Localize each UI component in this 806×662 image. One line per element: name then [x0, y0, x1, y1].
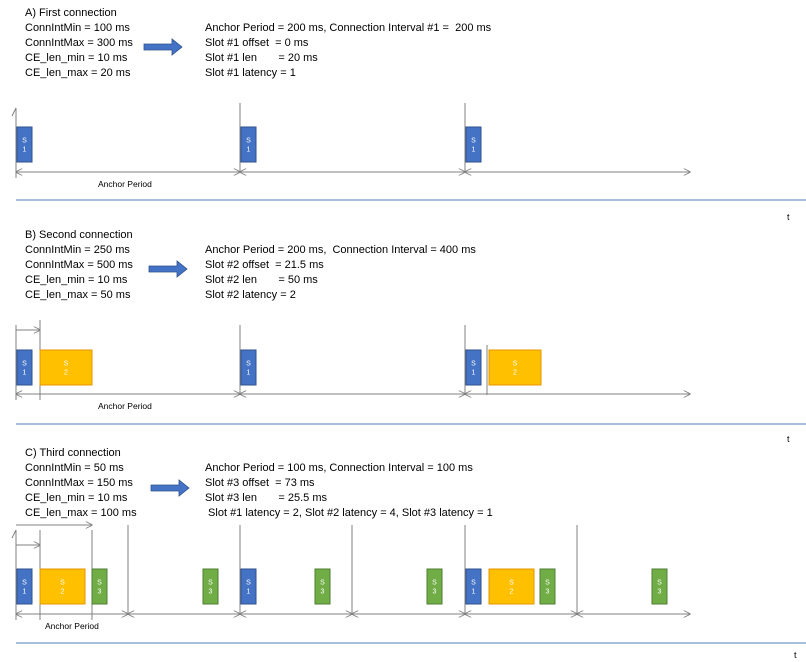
slot-label-number: 3	[658, 589, 662, 596]
slot-s1	[465, 126, 482, 163]
section-a-result: Slot #1 len = 20 ms	[205, 52, 318, 64]
section-b-result: Slot #2 len = 50 ms	[205, 274, 318, 286]
slot-label-letter: S	[60, 580, 65, 587]
section-c-param: CE_len_min = 10 ms	[25, 492, 128, 504]
slot-s3	[426, 568, 443, 605]
slot-s1	[465, 349, 482, 386]
slot-s3	[202, 568, 219, 605]
slot-s1	[240, 568, 257, 605]
slot-label-letter: S	[208, 580, 213, 587]
section-b-result: Slot #2 latency = 2	[205, 289, 296, 301]
slot-label-letter: S	[22, 580, 27, 587]
section-b-param: CE_len_min = 10 ms	[25, 274, 128, 286]
slot-label-letter: S	[22, 361, 27, 368]
slot-s3	[91, 568, 108, 605]
slot-label-number: 2	[510, 589, 514, 596]
slot-label-number: 1	[247, 147, 251, 154]
slot-s2	[39, 568, 86, 605]
section-a-param: CE_len_max = 20 ms	[25, 67, 131, 79]
slot-s3	[314, 568, 331, 605]
slot-label-letter: S	[471, 580, 476, 587]
slot-s3	[539, 568, 556, 605]
slot-s1	[465, 568, 482, 605]
slot-label-number: 1	[472, 370, 476, 377]
section-a-param: ConnIntMin = 100 ms	[25, 22, 130, 34]
slot-s2	[39, 349, 93, 386]
slot-s1	[16, 126, 33, 163]
section-c-anchor-label: Anchor Period	[45, 621, 99, 631]
section-c-param: CE_len_max = 100 ms	[25, 507, 137, 519]
section-b-time-label: t	[787, 434, 790, 444]
slot-label-letter: S	[471, 361, 476, 368]
slot-s1	[16, 349, 33, 386]
section-c-result: Slot #3 offset = 73 ms	[205, 477, 315, 489]
slot-s1	[240, 349, 257, 386]
slot-s1	[240, 126, 257, 163]
slot-label-letter: S	[432, 580, 437, 587]
slot-label-letter: S	[246, 361, 251, 368]
big-right-arrow	[148, 260, 188, 278]
slot-label-letter: S	[246, 580, 251, 587]
slot-label-number: 2	[64, 370, 68, 377]
section-a-time-label: t	[787, 212, 790, 222]
section-c-param: ConnIntMax = 150 ms	[25, 477, 133, 489]
section-c-result: Slot #1 latency = 2, Slot #2 latency = 4…	[205, 507, 493, 519]
timeline-tick-hook	[11, 529, 17, 539]
slot-label-letter: S	[97, 580, 102, 587]
slot-label-letter: S	[509, 580, 514, 587]
slot-label-number: 1	[23, 370, 27, 377]
section-c-param: ConnIntMin = 50 ms	[25, 462, 124, 474]
slot-label-letter: S	[22, 138, 27, 145]
section-a-result: Slot #1 offset = 0 ms	[205, 37, 309, 49]
slot-label-letter: S	[246, 138, 251, 145]
slot-label-number: 1	[247, 370, 251, 377]
slot-label-letter: S	[545, 580, 550, 587]
slot-label-number: 1	[472, 589, 476, 596]
section-a-title: A) First connection	[25, 7, 117, 19]
slot-label-number: 1	[472, 147, 476, 154]
slot-s2	[488, 349, 542, 386]
section-b-result: Anchor Period = 200 ms, Connection Inter…	[205, 244, 476, 256]
slot-s1	[16, 568, 33, 605]
big-right-arrow	[150, 479, 190, 497]
section-b-title: B) Second connection	[25, 229, 133, 241]
section-c-result: Slot #3 len = 25.5 ms	[205, 492, 327, 504]
section-c-time-label: t	[794, 650, 797, 660]
slot-s3	[651, 568, 668, 605]
big-right-arrow	[143, 38, 183, 56]
slot-label-number: 3	[98, 589, 102, 596]
slot-label-number: 3	[546, 589, 550, 596]
slot-s2	[488, 568, 535, 605]
section-b-param: CE_len_max = 50 ms	[25, 289, 131, 301]
slot-label-letter: S	[513, 361, 518, 368]
section-c-title: C) Third connection	[25, 447, 121, 459]
slot-label-letter: S	[64, 361, 69, 368]
section-b-param: ConnIntMax = 500 ms	[25, 259, 133, 271]
slot-label-number: 2	[61, 589, 65, 596]
section-a-result: Slot #1 latency = 1	[205, 67, 296, 79]
slot-label-number: 1	[247, 589, 251, 596]
slot-label-letter: S	[320, 580, 325, 587]
timeline-tick-hook	[11, 107, 17, 117]
section-b-anchor-label: Anchor Period	[98, 401, 152, 411]
section-c-result: Anchor Period = 100 ms, Connection Inter…	[205, 462, 473, 474]
section-b-param: ConnIntMin = 250 ms	[25, 244, 130, 256]
slot-label-number: 1	[23, 147, 27, 154]
slot-label-number: 1	[23, 589, 27, 596]
section-b-result: Slot #2 offset = 21.5 ms	[205, 259, 324, 271]
section-a-anchor-label: Anchor Period	[98, 179, 152, 189]
section-a-param: ConnIntMax = 300 ms	[25, 37, 133, 49]
slot-label-number: 3	[209, 589, 213, 596]
slot-label-letter: S	[657, 580, 662, 587]
slot-label-letter: S	[471, 138, 476, 145]
slot-label-number: 2	[513, 370, 517, 377]
slot-label-number: 3	[321, 589, 325, 596]
section-a-result: Anchor Period = 200 ms, Connection Inter…	[205, 22, 492, 34]
section-a-param: CE_len_min = 10 ms	[25, 52, 128, 64]
slot-label-number: 3	[433, 589, 437, 596]
